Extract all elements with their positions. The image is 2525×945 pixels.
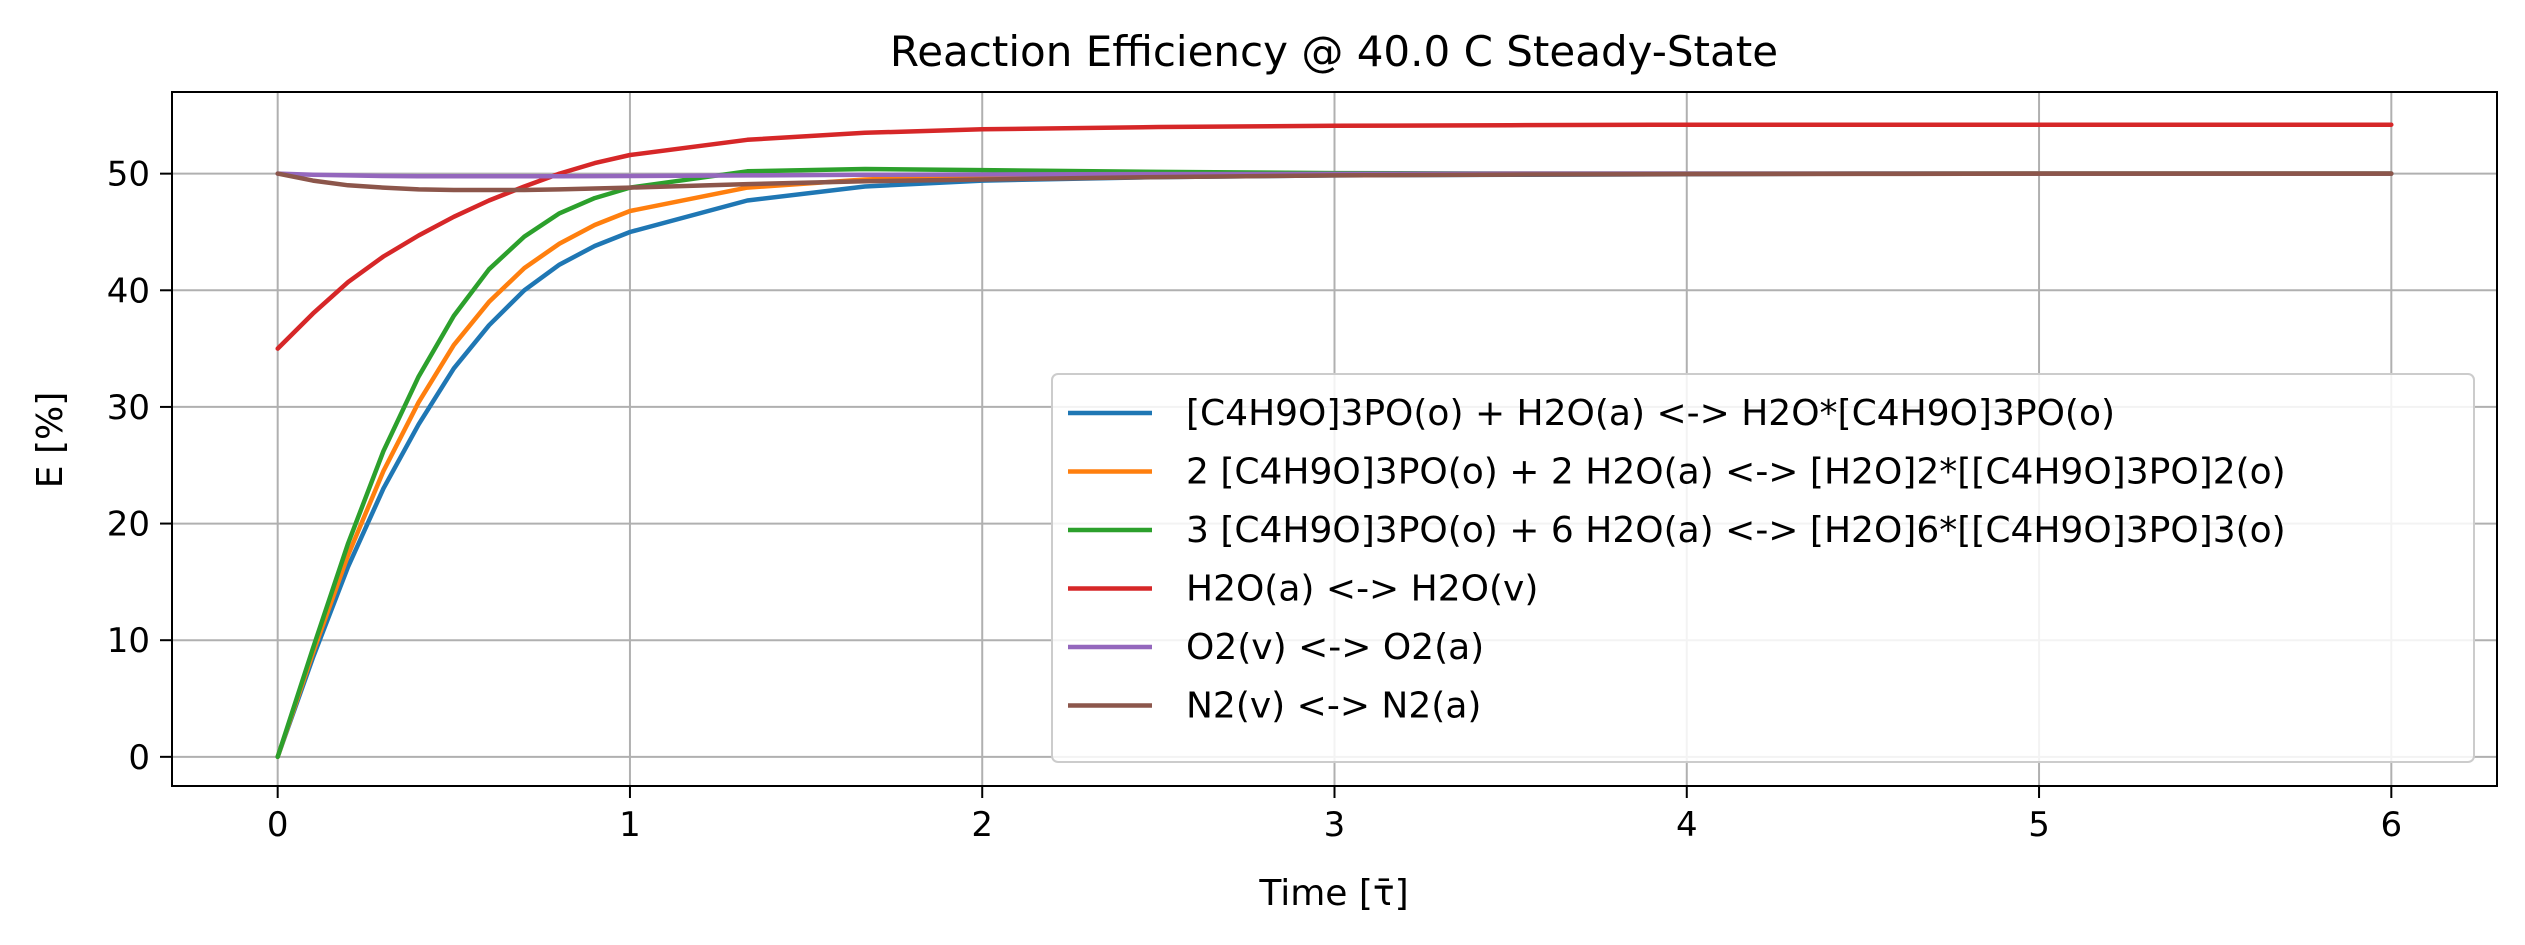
y-axis-label: E [%] [30, 392, 71, 489]
y-tick-label: 50 [107, 155, 150, 195]
y-tick-label: 10 [107, 621, 150, 661]
series-line-4 [275, 122, 2394, 351]
x-axis-label: Time [τ̄] [1258, 873, 1408, 914]
chart-title: Reaction Efficiency @ 40.0 C Steady-Stat… [890, 27, 1778, 76]
legend-entry-4: H2O(a) <-> H2O(v) [1186, 569, 1538, 610]
legend-entry-2: 2 [C4H9O]3PO(o) + 2 H2O(a) <-> [H2O]2*[[… [1186, 452, 2286, 493]
x-tick-label: 4 [1676, 805, 1698, 845]
x-tick-label: 3 [1324, 805, 1346, 845]
legend-entry-1: [C4H9O]3PO(o) + H2O(a) <-> H2O*[C4H9O]3P… [1186, 393, 2115, 434]
series-lines [275, 122, 2394, 760]
y-tick-label: 30 [107, 388, 150, 428]
legend-box [1051, 373, 2475, 763]
legend-entry-6: N2(v) <-> N2(a) [1186, 686, 1481, 727]
y-tick-label: 0 [128, 738, 150, 778]
series-line-6 [275, 171, 2394, 193]
legend-entry-5: O2(v) <-> O2(a) [1186, 627, 1484, 668]
axis-ticks: 0 1 2 3 4 5 6 0 10 20 30 40 50 [107, 155, 2402, 845]
y-tick-label: 40 [107, 271, 150, 311]
x-tick-label: 0 [267, 805, 289, 845]
x-tick-label: 6 [2380, 805, 2402, 845]
x-tick-label: 2 [971, 805, 993, 845]
legend: [C4H9O]3PO(o) + H2O(a) <-> H2O*[C4H9O]3P… [1051, 373, 2475, 763]
legend-entry-3: 3 [C4H9O]3PO(o) + 6 H2O(a) <-> [H2O]6*[[… [1186, 510, 2286, 551]
y-tick-label: 20 [107, 505, 150, 545]
x-tick-label: 5 [2028, 805, 2050, 845]
x-tick-label: 1 [619, 805, 641, 845]
